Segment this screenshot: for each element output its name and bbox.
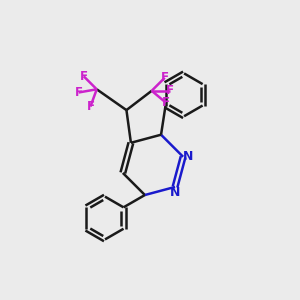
Text: F: F — [166, 84, 174, 97]
Text: F: F — [75, 86, 83, 99]
Text: F: F — [86, 100, 94, 113]
Text: F: F — [162, 96, 170, 109]
Text: N: N — [170, 186, 180, 199]
Text: N: N — [183, 150, 194, 163]
Text: F: F — [161, 71, 169, 84]
Text: F: F — [80, 70, 88, 83]
